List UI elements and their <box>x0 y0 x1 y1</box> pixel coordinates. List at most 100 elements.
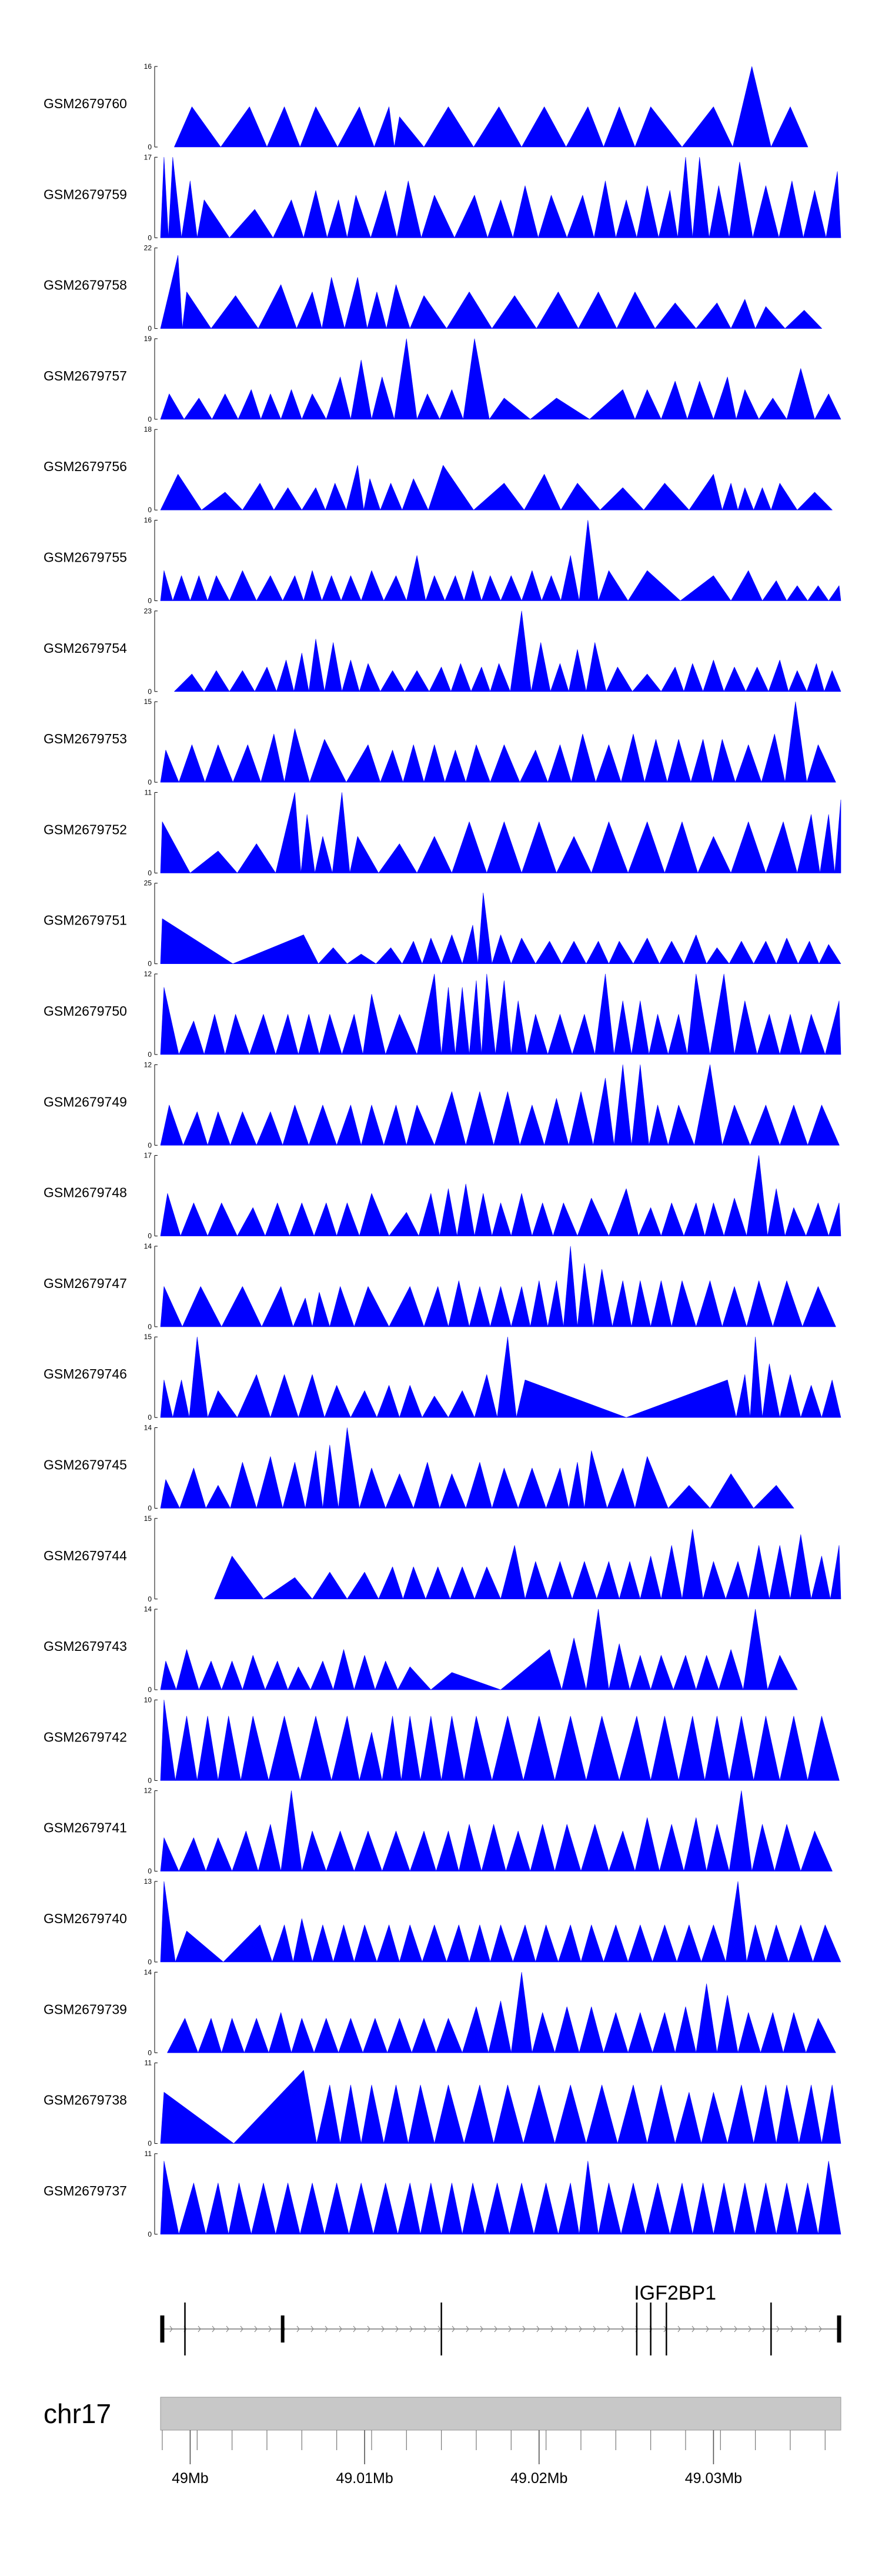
coverage-peak <box>394 338 417 420</box>
coverage-peak <box>383 575 407 601</box>
coverage-peak <box>423 1286 449 1327</box>
coverage-peak <box>160 1479 180 1509</box>
strand-arrow <box>226 2325 229 2333</box>
coverage-peak <box>303 570 322 601</box>
coverage-peak <box>547 744 572 783</box>
coverage-peak <box>237 1207 266 1236</box>
strand-arrow <box>381 2325 385 2333</box>
coverage-peak <box>696 302 731 329</box>
coverage-peak <box>333 1649 355 1690</box>
coverage-peak <box>521 106 567 148</box>
coverage-peak <box>650 1716 679 1781</box>
coverage-peak <box>450 1566 475 1600</box>
coverage-peak <box>766 821 798 873</box>
coverage-peak <box>761 733 786 783</box>
coverage-peak <box>207 1111 231 1146</box>
y-axis-max-label: 14 <box>144 1242 152 1250</box>
y-axis-max-label: 16 <box>144 516 152 525</box>
track-label: GSM2679749 <box>44 1094 127 1109</box>
coverage-peak <box>632 673 662 692</box>
y-axis-max-label: 11 <box>145 788 152 796</box>
coverage-peak <box>452 821 487 873</box>
coverage-peak <box>396 181 422 238</box>
coverage-peak <box>509 2183 534 2235</box>
coverage-peak <box>593 1077 614 1146</box>
coverage-peak <box>382 1830 410 1871</box>
strand-arrow <box>607 2325 610 2333</box>
coverage-peak <box>634 1456 669 1509</box>
track-label: GSM2679745 <box>44 1457 127 1473</box>
coverage-peak <box>360 2084 385 2144</box>
coverage-peak <box>448 1390 475 1418</box>
coverage-peak <box>493 2084 524 2144</box>
coverage-peak <box>668 1105 695 1146</box>
coverage-peak <box>221 1660 243 1690</box>
coverage-peak <box>779 1105 808 1146</box>
gene-structure <box>160 2303 841 2355</box>
y-axis-max-label: 18 <box>144 425 152 433</box>
coverage-peak <box>799 2084 822 2144</box>
coverage-peak <box>386 284 410 329</box>
coverage-peak <box>324 2183 349 2235</box>
y-axis-max-label: 15 <box>144 1514 152 1523</box>
coverage-peak <box>308 639 325 692</box>
y-axis-max-label: 19 <box>144 335 152 343</box>
coverage-peak <box>674 2006 697 2053</box>
y-axis-max-label: 12 <box>144 1787 152 1795</box>
coverage-peak <box>481 575 501 601</box>
coverage-peak <box>821 2084 841 2144</box>
coverage-peak <box>579 520 599 601</box>
coverage-peak <box>784 310 822 329</box>
coverage-peak <box>340 2084 362 2144</box>
coverage-peak <box>568 1461 585 1509</box>
y-axis-min-label: 0 <box>148 1686 152 1694</box>
coverage-peak <box>696 1655 719 1690</box>
track-GSM2679757: GSM2679757 19 0 <box>44 335 841 423</box>
coverage-peak <box>680 575 731 601</box>
coverage-peak <box>280 389 302 420</box>
coverage-peak <box>481 973 496 1055</box>
coverage-peak <box>240 1716 269 1781</box>
coverage-peak <box>376 1385 400 1418</box>
coverage-peak <box>631 1000 649 1055</box>
coverage-peak <box>689 473 723 510</box>
coverage-peak <box>347 1571 379 1600</box>
y-axis-max-label: 22 <box>144 244 152 252</box>
track-GSM2679749: GSM2679749 12 0 <box>44 1060 840 1149</box>
coverage-peak <box>374 106 395 148</box>
coverage-peak <box>485 2183 510 2235</box>
coverage-peak <box>463 338 490 420</box>
coverage-peak <box>182 1286 222 1327</box>
coverage-peak <box>612 1280 632 1327</box>
coverage-peak <box>497 1336 517 1418</box>
coverage-peak <box>537 195 567 238</box>
strand-arrow <box>423 2325 427 2333</box>
y-axis-min-label: 0 <box>148 2048 152 2057</box>
coverage-peak <box>282 1105 309 1146</box>
coverage-peak <box>301 1830 327 1871</box>
coverage-peak <box>647 2084 676 2144</box>
track-label: GSM2679747 <box>44 1276 127 1291</box>
coverage-peak <box>406 555 426 601</box>
coverage-peak <box>263 1577 313 1600</box>
coverage-peak <box>229 670 255 692</box>
coverage-peak <box>178 1837 206 1871</box>
coverage-peak <box>316 2084 340 2144</box>
coverage-peak <box>326 1830 355 1871</box>
coverage-peak <box>403 1566 426 1600</box>
coverage-peak <box>554 1824 582 1871</box>
coverage-peak <box>276 659 295 692</box>
coverage-peak <box>275 1014 299 1055</box>
coverage-peak <box>753 941 777 964</box>
coverage-peak <box>404 670 430 692</box>
coverage-peak <box>755 306 786 329</box>
coverage-peak <box>425 1566 450 1600</box>
coverage-peak <box>280 1790 302 1871</box>
coverage-peak <box>394 116 425 148</box>
coverage-peak <box>730 821 766 873</box>
coverage-peak <box>469 980 482 1055</box>
coverage-peak <box>183 398 212 420</box>
coverage-peak <box>510 1286 531 1327</box>
coverage-peak <box>174 106 221 148</box>
coverage-peak <box>176 1649 199 1690</box>
